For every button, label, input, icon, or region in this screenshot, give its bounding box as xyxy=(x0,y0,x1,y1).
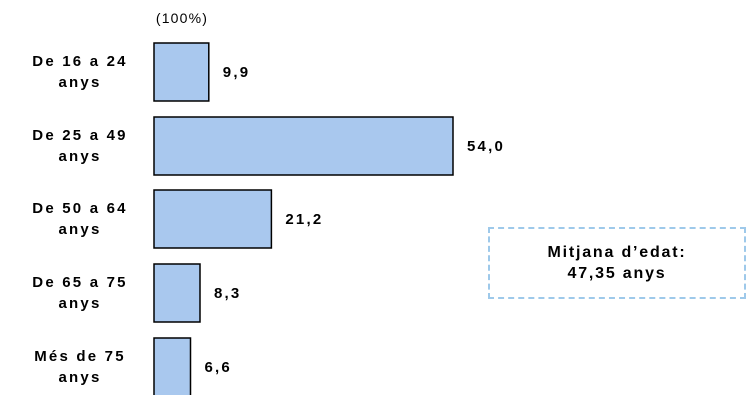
value-label-0: 9,9 xyxy=(223,64,250,81)
bars-group: 9,9 De 16 a 24 anys 54,0 De 25 a 49 anys 21,2 D… xyxy=(32,42,505,395)
mean-age-value: 47,35 anys xyxy=(567,265,667,282)
category-label-0: De 16 a 24 anys xyxy=(32,53,127,91)
category-label-1: De 25 a 49 anys xyxy=(32,127,127,165)
bar-1 xyxy=(153,116,454,176)
mean-age-box: Mitjana d’edat: 47,35 anys xyxy=(488,227,746,299)
value-label-2: 21,2 xyxy=(285,211,323,228)
value-label-1: 54,0 xyxy=(467,138,505,155)
value-label-4: 6,6 xyxy=(205,359,232,376)
mean-age-title: Mitjana d’edat: xyxy=(547,244,687,261)
bar-2 xyxy=(153,189,273,249)
value-label-3: 8,3 xyxy=(214,285,241,302)
unit-label: (100%) xyxy=(156,10,208,26)
bar-3 xyxy=(153,263,201,323)
category-label-4: Més de 75 anys xyxy=(34,348,126,386)
bar-0 xyxy=(153,42,210,102)
category-label-3: De 65 a 75 anys xyxy=(32,274,127,312)
bar-4 xyxy=(153,337,192,395)
category-label-2: De 50 a 64 anys xyxy=(32,200,127,238)
